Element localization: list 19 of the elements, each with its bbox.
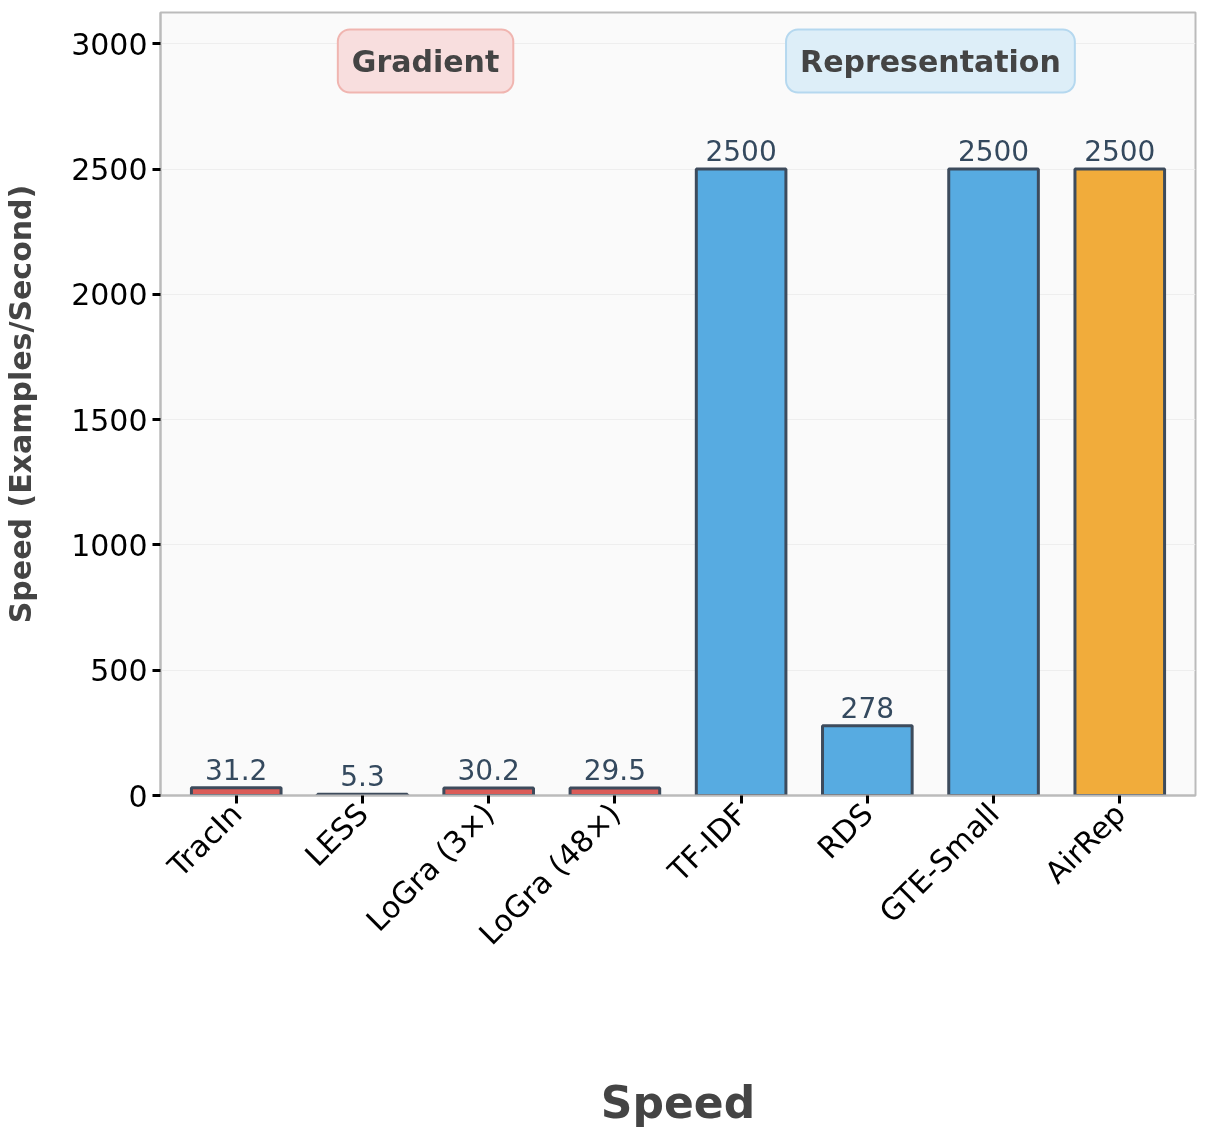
data-label: 31.2 xyxy=(205,753,268,787)
y-axis-title: Speed (Examples/Second) xyxy=(3,184,39,624)
annotation: Representation xyxy=(800,43,1061,79)
data-label: 29.5 xyxy=(583,754,647,788)
data-label: 278 xyxy=(840,691,895,725)
y-tick-label: 3000 xyxy=(71,26,148,62)
y-tick-label: 2000 xyxy=(71,277,148,313)
y-tick-label: 500 xyxy=(90,653,148,689)
y-tick-label: 1500 xyxy=(71,402,148,438)
y-tick-label: 1000 xyxy=(71,527,148,563)
data-label: 5.3 xyxy=(340,760,385,794)
data-label: 2500 xyxy=(705,135,777,169)
data-label: 30.2 xyxy=(457,753,520,787)
data-label: 2500 xyxy=(1084,135,1156,169)
y-tick-label: 0 xyxy=(128,778,148,814)
y-tick-label: 2500 xyxy=(71,152,148,188)
data-label: 2500 xyxy=(957,135,1030,169)
x-axis-title: Speed xyxy=(600,1076,756,1128)
annotation: Gradient xyxy=(351,43,500,79)
